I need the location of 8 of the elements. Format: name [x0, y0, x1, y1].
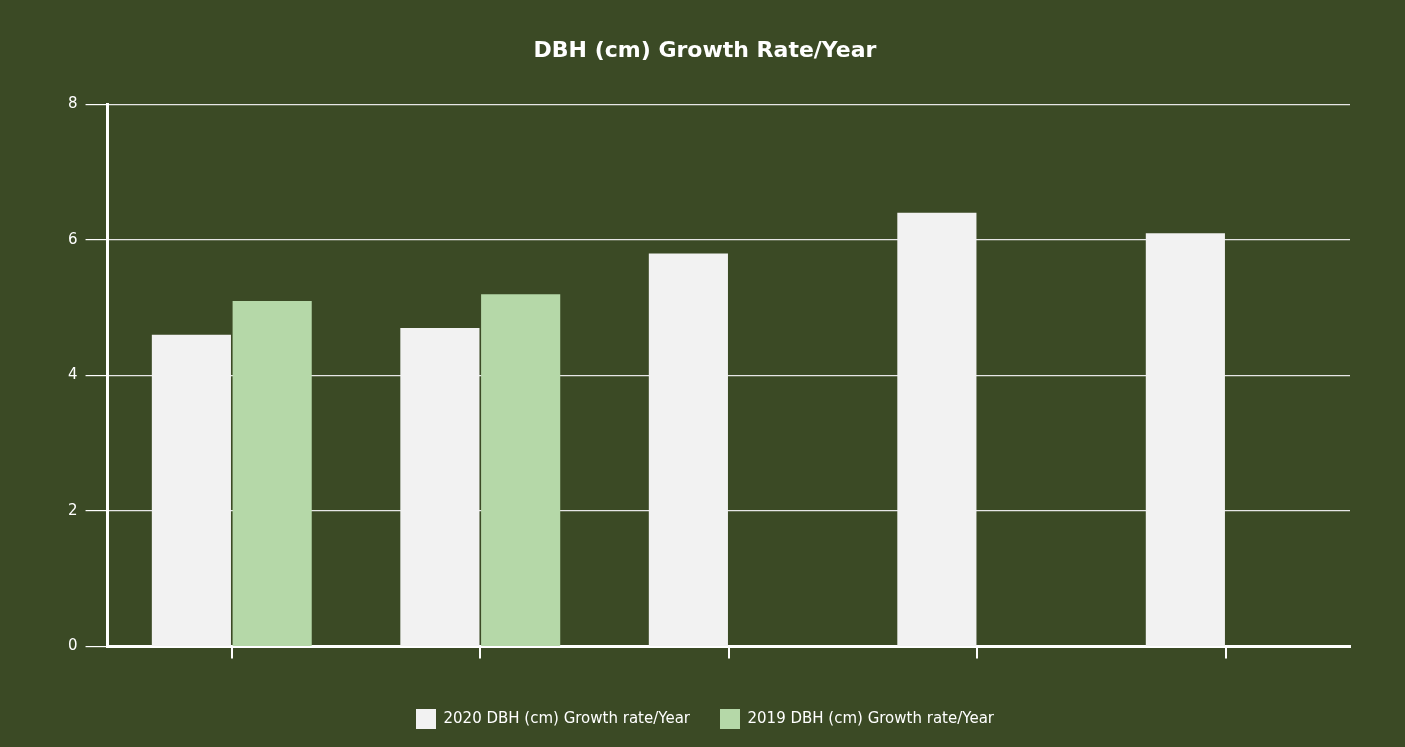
chart-title: DBH (cm) Growth Rate/Year: [533, 36, 877, 62]
y-tick-label: 2: [68, 500, 78, 519]
y-tick-label: 8: [68, 94, 78, 113]
legend-label: 2019 DBH (cm) Growth rate/Year: [747, 708, 995, 727]
y-tick-label: 6: [68, 229, 78, 248]
y-tick-label: 4: [68, 365, 78, 384]
y-tick-label: 0: [68, 636, 78, 655]
legend-label: 2020 DBH (cm) Growth rate/Year: [443, 708, 691, 727]
